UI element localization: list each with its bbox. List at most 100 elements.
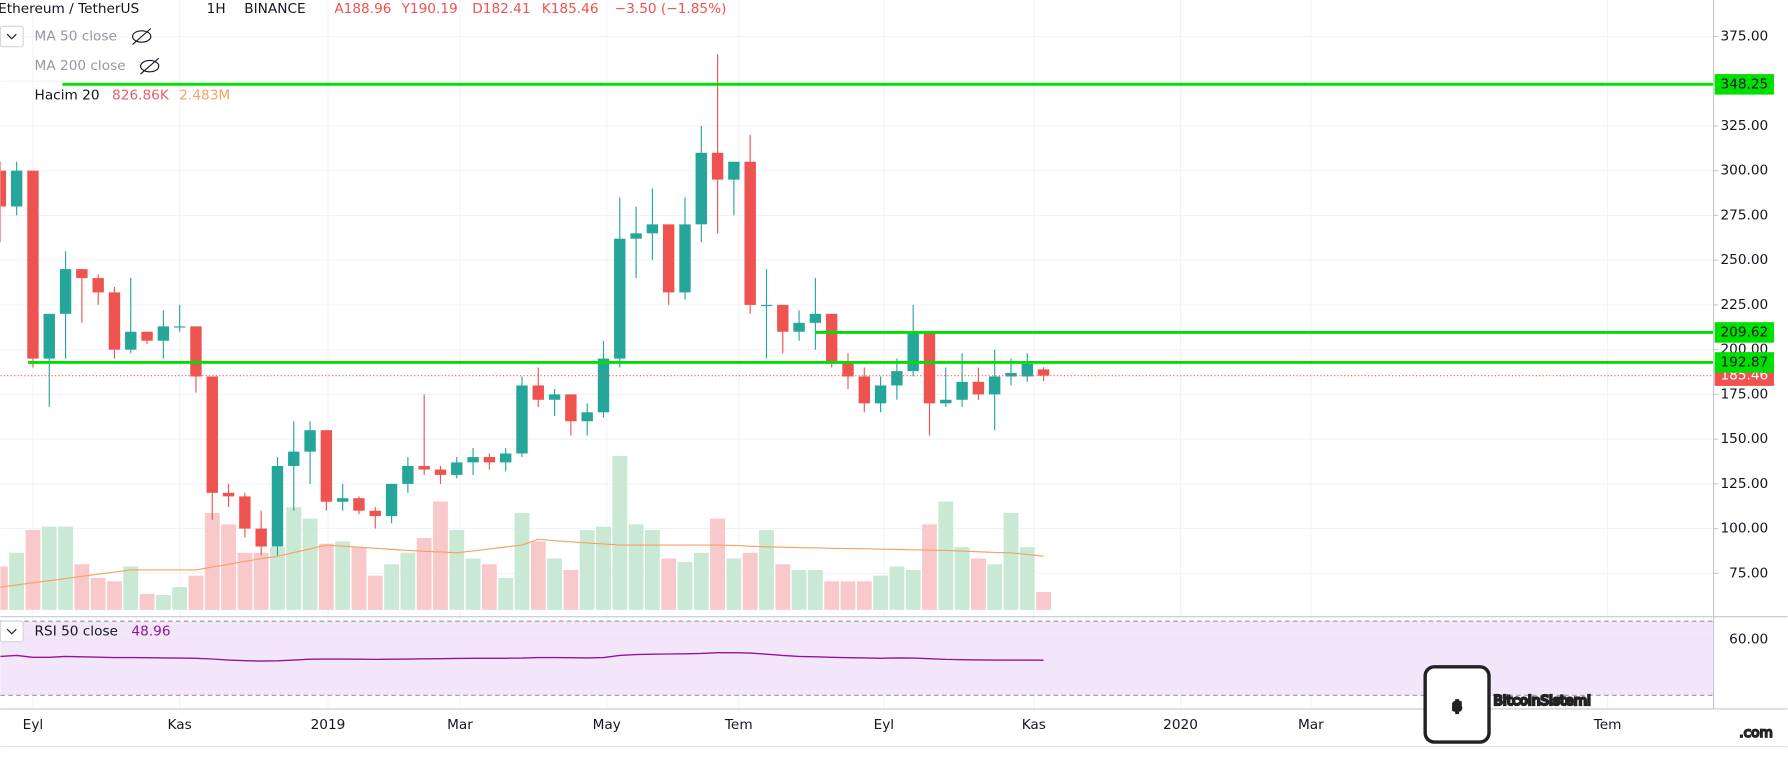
candle-body — [434, 469, 447, 475]
volume-bar — [954, 547, 970, 610]
candle-body — [630, 233, 642, 239]
candle-body — [336, 498, 349, 502]
y-tick-label: 250.00 — [1720, 252, 1768, 268]
volume-bar — [579, 530, 595, 610]
candle-body — [451, 462, 463, 475]
volume-ma-value: 2.483M — [179, 88, 230, 104]
candle-body — [108, 292, 121, 350]
ohlc-open: A188.96 — [334, 1, 391, 17]
volume-bar — [400, 552, 416, 610]
level-tag — [1714, 322, 1774, 343]
level-tag — [1714, 74, 1774, 95]
volume-bar — [25, 530, 41, 610]
candle-body — [271, 465, 284, 547]
candle-body — [923, 331, 936, 404]
volume-bar — [123, 566, 139, 610]
candle-body — [597, 358, 610, 413]
volume-bar — [628, 524, 644, 610]
candle-body — [173, 326, 186, 328]
volume-bar — [204, 512, 220, 610]
volume-bar — [547, 558, 562, 610]
candle-body — [662, 224, 675, 293]
x-tick-label: Tem — [724, 717, 753, 733]
candle-body — [467, 457, 479, 463]
candle-body — [222, 492, 235, 497]
volume-bar — [155, 595, 171, 610]
candle-body — [581, 412, 593, 422]
y-tick-label: 275.00 — [1720, 207, 1768, 223]
collapse-button[interactable] — [0, 620, 24, 643]
ohlc-change: −3.50 (−1.85%) — [615, 1, 727, 17]
volume-bar — [563, 569, 579, 610]
level-label: 209.62 — [1720, 324, 1768, 340]
candle-body — [679, 224, 691, 293]
volume-bar — [221, 524, 236, 610]
volume-bar — [612, 455, 628, 610]
candle-body — [565, 394, 577, 422]
y-tick-label: 375.00 — [1720, 28, 1768, 44]
candle-body — [760, 304, 773, 307]
volume-bar — [922, 524, 937, 610]
volume-bar — [139, 593, 155, 610]
volume-bar — [302, 518, 318, 610]
volume-bar — [0, 566, 8, 610]
chevron — [6, 628, 17, 635]
candle-body — [793, 322, 805, 332]
x-tick-label: Eyl — [23, 717, 44, 733]
ohlc-high: Y190.19 — [401, 1, 458, 17]
volume-bar — [286, 507, 302, 610]
volume-bar — [74, 564, 90, 610]
candle-body — [10, 170, 23, 207]
eye-icon[interactable] — [139, 57, 160, 75]
interval: 1H — [207, 1, 226, 17]
candle-body — [206, 376, 218, 493]
candle-body — [858, 376, 870, 404]
volume-label: Hacim 20 — [35, 88, 100, 104]
volume-bar — [1003, 512, 1019, 610]
x-tick-label: Kas — [1022, 717, 1046, 733]
candle-body — [418, 465, 430, 470]
rsi-value: 48.96 — [131, 623, 170, 639]
volume-bar — [270, 547, 285, 610]
volume-bar — [9, 552, 25, 610]
candle-body — [157, 326, 170, 341]
watermark: $ BitcoinSistemi .com — [1423, 665, 1774, 744]
candle-body — [614, 238, 626, 359]
exchange: BINANCE — [244, 1, 305, 17]
candle-body — [0, 170, 7, 207]
candle-body — [777, 304, 789, 332]
volume-bar — [41, 526, 57, 610]
volume-bar — [449, 530, 465, 610]
candle-body — [972, 381, 985, 395]
volume-bar — [970, 558, 986, 610]
x-tick-label: May — [593, 717, 621, 733]
volume-bar — [987, 564, 1003, 610]
y-tick-label: 150.00 — [1720, 431, 1768, 447]
volume-bar — [481, 564, 497, 610]
candle-body — [825, 313, 838, 363]
volume-bar — [791, 569, 807, 610]
price-pane — [0, 54, 1714, 556]
volume-bar — [873, 575, 888, 610]
watermark-brand: BitcoinSistemi — [1494, 693, 1591, 709]
eye-icon[interactable] — [132, 28, 152, 45]
candle-body — [92, 278, 104, 293]
candle-body — [27, 170, 39, 359]
x-tick-label: Kas — [168, 717, 192, 733]
volume-bar — [644, 530, 660, 610]
level-label: 192.87 — [1720, 354, 1768, 370]
volume-pane — [0, 455, 1052, 610]
chevron — [6, 33, 17, 40]
volume-bar — [856, 581, 872, 610]
volume-bar — [351, 547, 367, 610]
candle-body — [1005, 372, 1017, 377]
volume-bar — [416, 538, 432, 610]
candle-body — [532, 385, 544, 400]
collapse-button[interactable] — [0, 25, 24, 48]
volume-bar — [824, 581, 840, 610]
candle-body — [125, 331, 137, 350]
symbol: Ethereum / TetherUS — [0, 1, 139, 17]
candle-body — [190, 326, 202, 377]
y-tick-label: 175.00 — [1720, 386, 1768, 402]
